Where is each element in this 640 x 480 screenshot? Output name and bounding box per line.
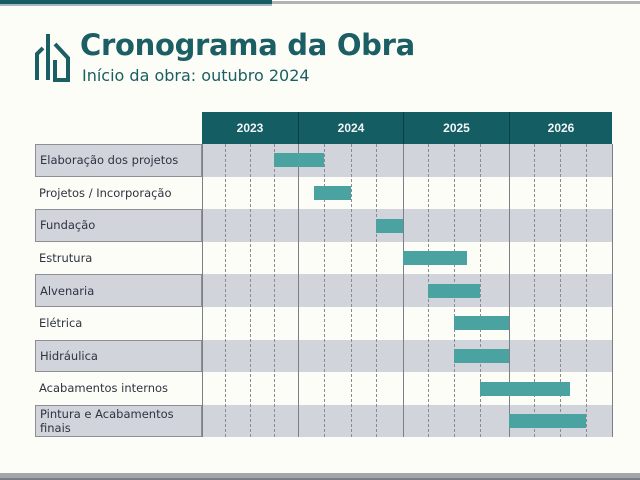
top-accent-bar <box>0 0 272 4</box>
task-label: Estrutura <box>39 251 93 266</box>
year-header: 2026 <box>509 112 612 144</box>
task-bar <box>454 348 509 363</box>
task-bar <box>313 185 351 200</box>
task-label: Pintura e Acabamentos finais <box>35 404 202 438</box>
quarter-gridline <box>274 144 275 437</box>
row-band <box>202 274 612 307</box>
year-gridline <box>298 144 299 437</box>
year-gridline <box>403 144 404 437</box>
task-label: Fundação <box>35 209 202 242</box>
task-label: Hidráulica <box>35 339 202 373</box>
row-band <box>202 144 612 177</box>
bottom-bar <box>0 473 640 480</box>
year-gridline <box>509 144 510 437</box>
task-bar <box>403 251 467 266</box>
row-band <box>202 177 612 210</box>
row-band <box>202 209 612 242</box>
year-header: 2023 <box>202 112 298 144</box>
task-label: Alvenaria <box>35 274 202 307</box>
quarter-gridline <box>586 144 587 437</box>
quarter-gridline <box>351 144 352 437</box>
task-bar <box>274 153 324 168</box>
task-label: Projetos / Incorporação <box>39 185 172 200</box>
row-band <box>202 339 612 373</box>
task-label: Acabamentos internos <box>39 381 169 396</box>
quarter-gridline <box>324 144 325 437</box>
task-bar <box>454 316 509 331</box>
quarter-gridline <box>250 144 251 437</box>
row-band <box>202 307 612 340</box>
year-gridline <box>202 144 203 437</box>
quarter-gridline <box>560 144 561 437</box>
year-gridline <box>612 144 613 437</box>
year-header: 2024 <box>298 112 403 144</box>
task-label: Elaboração dos projetos <box>35 144 202 177</box>
task-bar <box>428 283 480 298</box>
task-bar <box>480 381 571 396</box>
top-divider-bar <box>272 0 640 4</box>
quarter-gridline <box>534 144 535 437</box>
quarter-gridline <box>480 144 481 437</box>
task-bar <box>509 414 586 429</box>
task-label: Elétrica <box>39 316 83 331</box>
year-header: 2025 <box>403 112 509 144</box>
building-icon <box>35 34 70 82</box>
quarter-gridline <box>376 144 377 437</box>
page-subtitle: Início da obra: outubro 2024 <box>82 66 310 85</box>
quarter-gridline <box>225 144 226 437</box>
task-bar <box>376 218 403 233</box>
top-accent-underline <box>0 4 272 6</box>
page-title: Cronograma da Obra <box>80 28 415 62</box>
